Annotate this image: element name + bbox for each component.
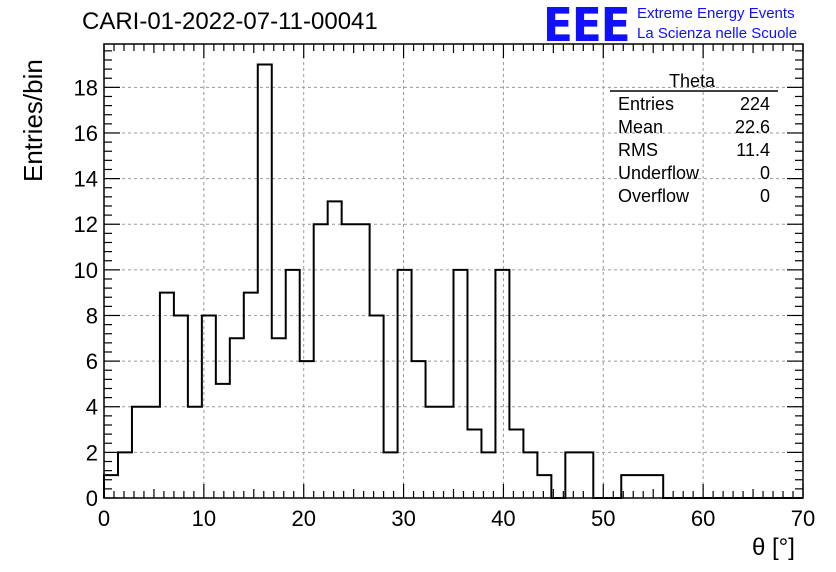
- histogram-bin: [314, 224, 328, 498]
- histogram-bin: [523, 452, 537, 498]
- y-tick-label: 0: [86, 486, 98, 511]
- histogram-bin: [286, 270, 300, 498]
- histogram-bin: [104, 475, 118, 498]
- histogram-bin: [565, 452, 579, 498]
- histogram-bin: [216, 384, 230, 498]
- histogram-bin: [160, 293, 174, 498]
- histogram-bin: [384, 452, 398, 498]
- y-tick-label: 14: [74, 167, 98, 192]
- histogram-bin: [174, 315, 188, 498]
- x-tick-label: 50: [591, 506, 615, 531]
- histogram-line: [103, 63, 803, 499]
- histogram-bin: [440, 407, 454, 498]
- logo-caption-line2: La Scienza nelle Scuole: [637, 25, 798, 42]
- y-tick-label: 12: [74, 212, 98, 237]
- histogram-bin: [300, 361, 314, 498]
- stats-row-value: 0: [760, 186, 770, 206]
- histogram-bin: [342, 224, 356, 498]
- histogram-bin: [454, 270, 468, 498]
- stats-row-value: 0: [760, 163, 770, 183]
- y-tick-label: 4: [86, 395, 98, 420]
- y-tick-label: 18: [74, 75, 98, 100]
- stats-row-label: RMS: [618, 140, 658, 160]
- histogram-bin: [188, 407, 202, 498]
- histogram-bin: [230, 338, 244, 498]
- histogram-bin: [202, 315, 216, 498]
- histogram-bin: [132, 407, 146, 498]
- y-tick-label: 8: [86, 303, 98, 328]
- histogram-bin: [244, 293, 258, 498]
- stats-row-label: Mean: [618, 117, 663, 137]
- logo-caption-line1: Extreme Energy Events: [637, 5, 795, 22]
- histogram-bin: [356, 224, 370, 498]
- stats-row-value: 224: [740, 94, 770, 114]
- histogram-bin: [118, 452, 132, 498]
- stats-row-label: Entries: [618, 94, 674, 114]
- histogram-bin: [412, 361, 426, 498]
- histogram-bin: [649, 475, 663, 498]
- histogram-bin: [537, 475, 551, 498]
- stats-box-title: Theta: [669, 71, 716, 91]
- histogram-bin: [328, 201, 342, 498]
- x-tick-label: 0: [98, 506, 110, 531]
- histogram-bin: [635, 475, 649, 498]
- y-tick-label: 10: [74, 258, 98, 283]
- histogram-bin: [495, 270, 509, 498]
- y-tick-label: 6: [86, 349, 98, 374]
- y-tick-label: 2: [86, 440, 98, 465]
- histogram-bin: [272, 338, 286, 498]
- stats-row-label: Underflow: [618, 163, 700, 183]
- x-tick-label: 10: [192, 506, 216, 531]
- histogram-bin: [370, 315, 384, 498]
- x-tick-label: 40: [491, 506, 515, 531]
- stats-row-value: 22.6: [735, 117, 770, 137]
- stats-row-value: 11.4: [736, 140, 770, 160]
- x-tick-label: 30: [391, 506, 415, 531]
- stats-row-label: Overflow: [618, 186, 690, 206]
- histogram-bin: [467, 430, 481, 498]
- x-tick-label: 60: [691, 506, 715, 531]
- x-axis-label: θ [°]: [752, 534, 795, 561]
- histogram-bin: [426, 407, 440, 498]
- y-tick-label: 16: [74, 121, 98, 146]
- histogram-bin: [146, 407, 160, 498]
- histogram-bin: [258, 65, 272, 498]
- histogram-bin: [509, 430, 523, 498]
- chart-title: CARI-01-2022-07-11-00041: [82, 8, 378, 35]
- histogram-bin: [579, 452, 593, 498]
- x-tick-label: 70: [791, 506, 815, 531]
- histogram-bin: [398, 270, 412, 498]
- x-tick-label: 20: [291, 506, 315, 531]
